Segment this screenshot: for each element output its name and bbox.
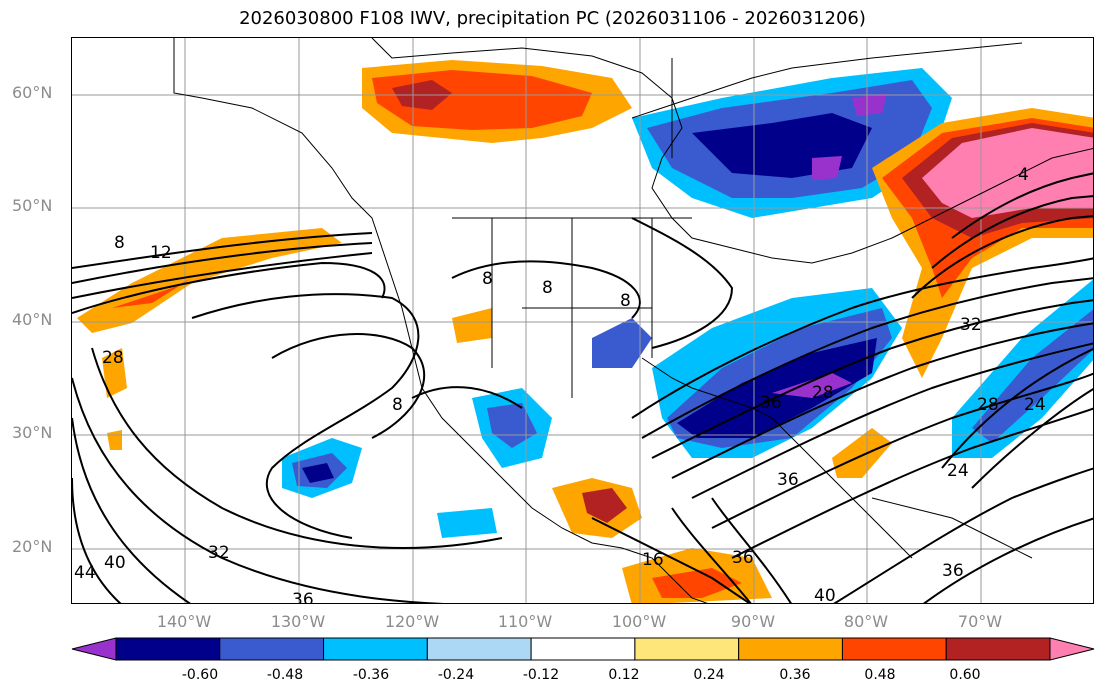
contour-label: 12 (150, 243, 172, 263)
contour-label: 36 (777, 470, 799, 490)
contour-label: 36 (760, 393, 782, 413)
lat-label: 60°N (12, 83, 53, 102)
contour-label: 32 (208, 543, 230, 563)
lon-label: 80°W (843, 612, 889, 631)
colorbar-tick-label: -0.12 (522, 667, 560, 683)
contour-label: 36 (732, 548, 754, 568)
map-canvas: 8 12 8 8 8 8 28 32 36 40 44 16 36 40 36 … (72, 38, 1093, 604)
colorbar-arrow-right (1049, 637, 1095, 661)
contour-label: 28 (812, 383, 834, 403)
contour-label: 24 (1024, 395, 1046, 415)
contour-label: 4 (1018, 165, 1029, 185)
coastlines (173, 38, 1093, 603)
colorbar-segment (115, 637, 221, 661)
contour-label: 36 (292, 590, 314, 604)
contour-label: 16 (642, 550, 664, 570)
colorbar-segment (841, 637, 947, 661)
lon-label: 70°W (957, 612, 1003, 631)
contour-label: 32 (960, 315, 982, 335)
contour-labels: 8 12 8 8 8 8 28 32 36 40 44 16 36 40 36 … (74, 165, 1046, 604)
colorbar-segment (738, 637, 843, 661)
colorbar-tick-label: -0.36 (352, 667, 390, 683)
lat-label: 40°N (12, 310, 53, 329)
lat-label: 50°N (12, 196, 53, 215)
lat-label: 30°N (12, 423, 53, 442)
contour-label: 36 (942, 561, 964, 581)
lon-label: 110°W (497, 612, 553, 631)
lon-label: 120°W (384, 612, 440, 631)
lon-label: 130°W (270, 612, 326, 631)
contour-label: 40 (104, 553, 126, 573)
contour-label: 28 (977, 395, 999, 415)
colorbar-tick-label: 0.60 (949, 667, 981, 683)
lon-label: 100°W (611, 612, 667, 631)
lon-label: 140°W (156, 612, 212, 631)
contour-label: 8 (542, 278, 553, 298)
colorbar-segments (71, 637, 1095, 661)
contour-label: 28 (102, 348, 124, 368)
lon-label: 90°W (730, 612, 776, 631)
iwv-contours (72, 172, 1093, 603)
colorbar-tick-label: -0.60 (181, 667, 219, 683)
map-title: 2026030800 F108 IWV, precipitation PC (2… (239, 8, 866, 29)
graticule (72, 38, 1093, 603)
contour-label: 8 (482, 269, 493, 289)
colorbar-segment (219, 637, 325, 661)
contour-label: 8 (114, 233, 125, 253)
contour-label: 40 (814, 586, 836, 604)
colorbar-segment (323, 637, 428, 661)
contour-label: 8 (392, 395, 403, 415)
contour-label: 8 (620, 291, 631, 311)
colorbar-tick-label: -0.48 (266, 667, 304, 683)
colorbar-segment (945, 637, 1051, 661)
colorbar-tick-label: -0.24 (437, 667, 475, 683)
map-panel: 8 12 8 8 8 8 28 32 36 40 44 16 36 40 36 … (71, 37, 1094, 604)
colorbar-segment (426, 637, 532, 661)
colorbar-arrow-left (71, 637, 117, 661)
contour-label: 44 (74, 563, 96, 583)
colorbar-tick-label: 0.12 (608, 667, 640, 683)
colorbar-tick-label: 0.36 (779, 667, 811, 683)
lat-label: 20°N (12, 537, 53, 556)
colorbar-tick-label: 0.24 (693, 667, 725, 683)
colorbar-segment (530, 637, 636, 661)
colorbar-segment (634, 637, 740, 661)
colorbar-tick-label: 0.48 (864, 667, 896, 683)
contour-label: 24 (947, 461, 969, 481)
